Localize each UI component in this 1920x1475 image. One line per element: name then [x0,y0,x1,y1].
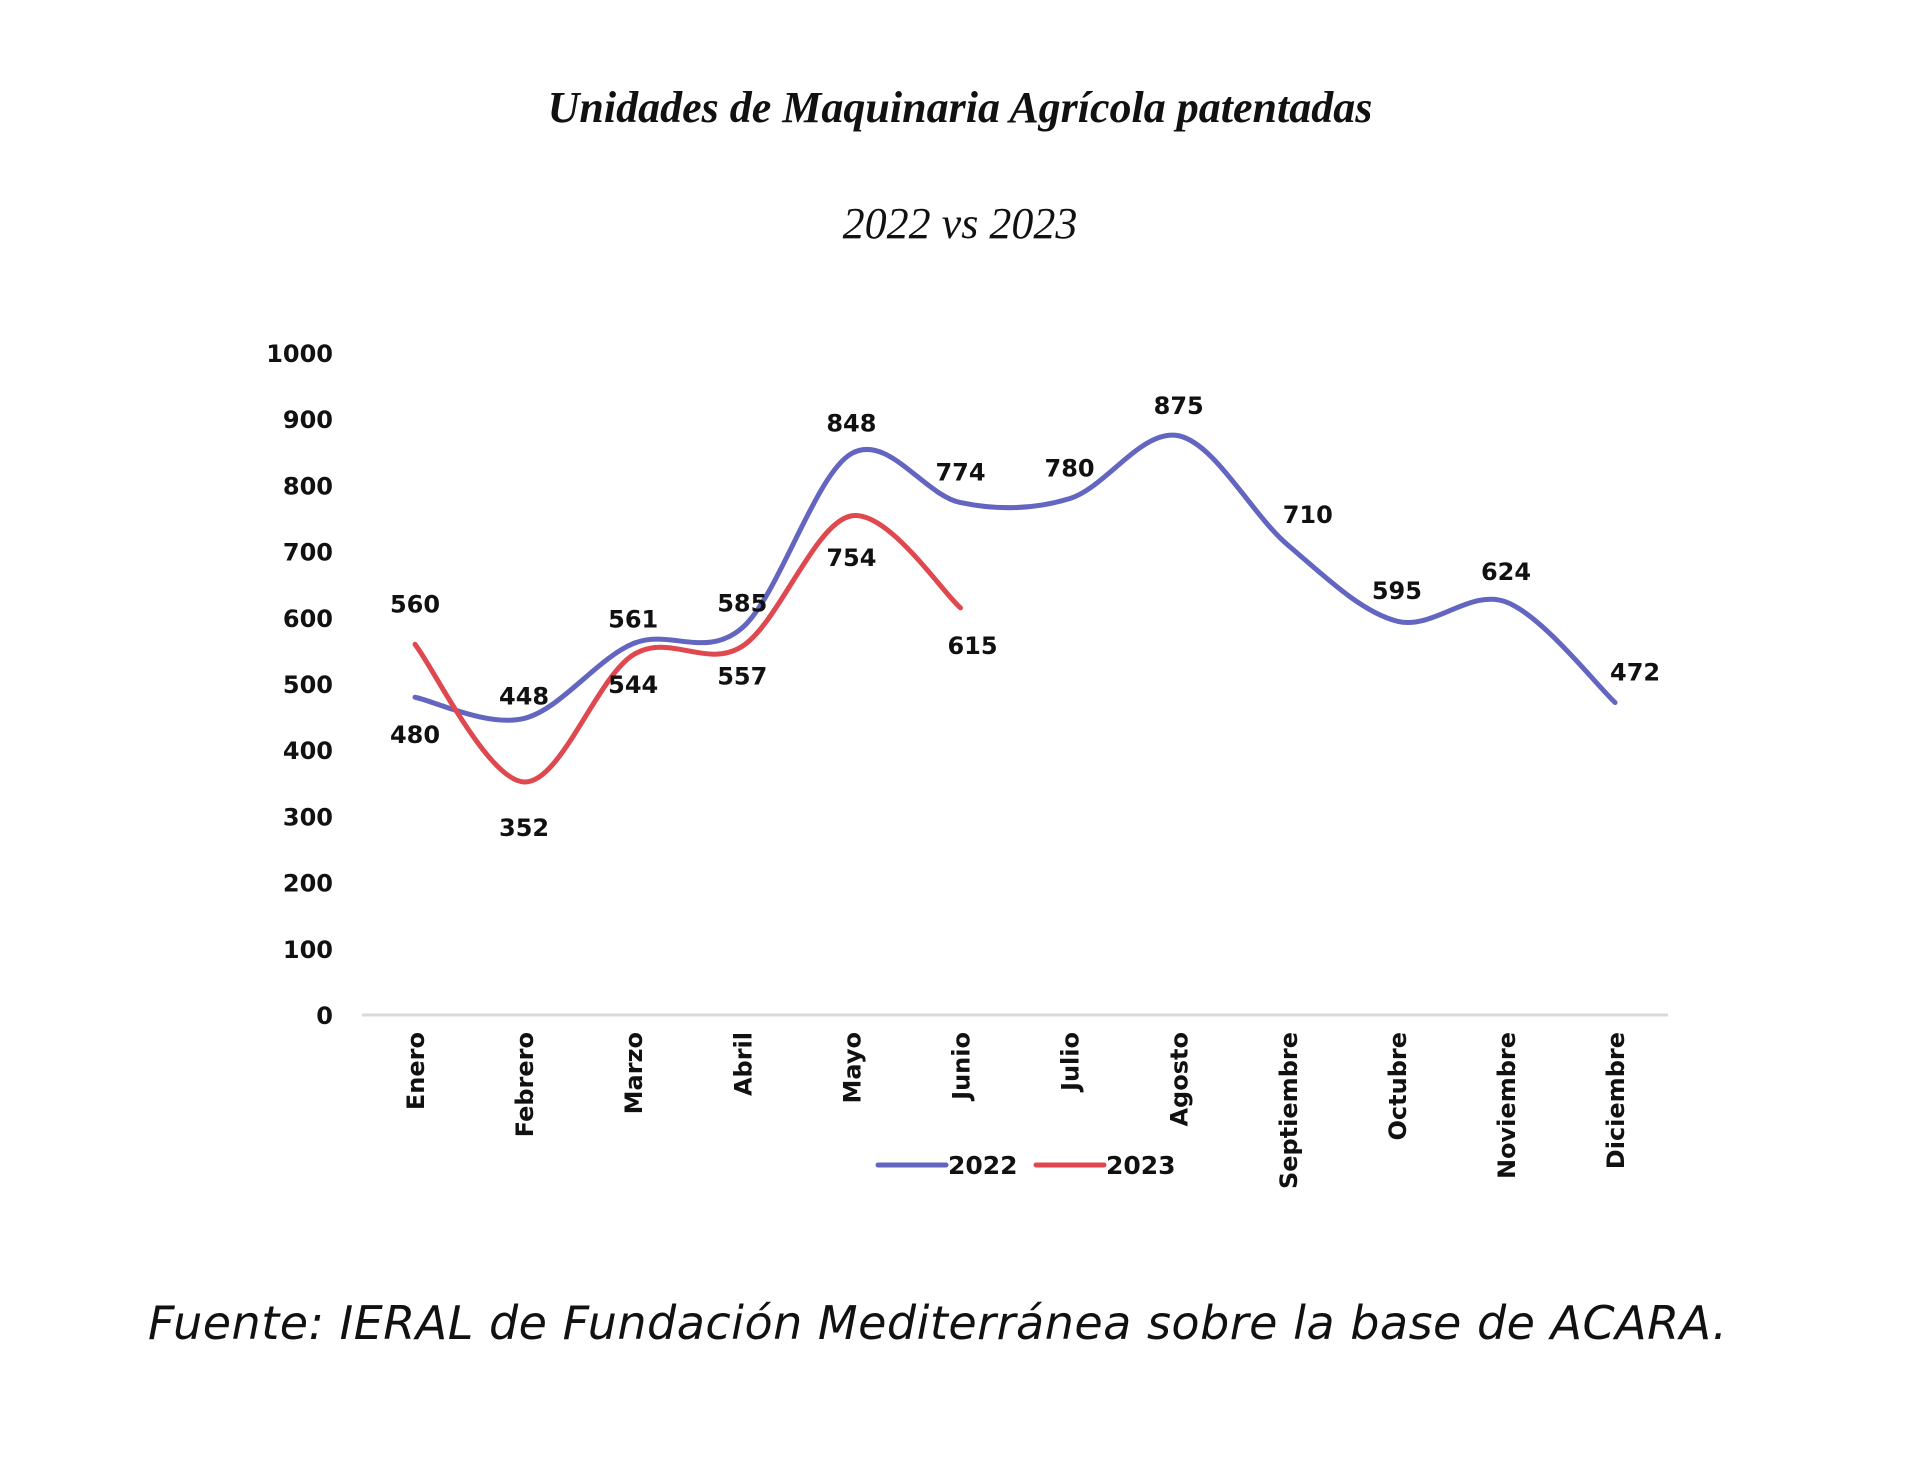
y-tick-label: 100 [283,936,333,964]
x-tick-label: Agosto [1166,1032,1194,1127]
chart-subtitle: 2022 vs 2023 [842,199,1078,248]
x-tick-label: Enero [402,1032,430,1110]
legend-label-2023: 2023 [1106,1151,1176,1180]
data-label-2022: 472 [1610,659,1660,687]
x-tick-label: Febrero [511,1032,539,1137]
data-label-2022: 624 [1481,558,1531,586]
data-label-2022: 561 [608,606,658,634]
legend-label-2022: 2022 [948,1151,1018,1180]
y-axis: 0 100 200 300 400 500 600 700 800 900 1000 [266,340,333,1030]
x-tick-label: Mayo [838,1032,866,1103]
line-chart: 0 100 200 300 400 500 600 700 800 900 1000 Enero Fe… [266,340,1668,1189]
chart-title: Unidades de Maquinaria Agrícola patentad… [547,83,1373,132]
data-label-2022: 595 [1372,577,1422,605]
x-tick-label: Octubre [1384,1032,1412,1140]
data-label-2022: 780 [1045,455,1095,483]
data-label-2022: 480 [390,721,440,749]
data-label-2023: 615 [947,632,997,660]
data-label-2023: 557 [717,662,767,690]
series-lines [412,432,1618,785]
data-label-2023: 352 [499,814,549,842]
data-label-2022: 774 [935,459,985,487]
data-label-2022: 710 [1283,501,1333,529]
data-labels: 480 448 561 585 848 774 780 875 710 595 624 472 560 3… [390,392,1660,842]
legend: 2022 2023 [875,1151,1176,1180]
data-label-2023: 754 [826,544,876,572]
data-label-2022: 585 [717,590,767,618]
y-tick-label: 400 [283,737,333,765]
y-tick-label: 500 [283,671,333,699]
y-tick-label: 700 [283,539,333,567]
x-tick-label: Septiembre [1275,1032,1303,1189]
data-label-2022: 875 [1154,392,1204,420]
data-label-2023: 544 [608,671,658,699]
x-tick-label: Noviembre [1493,1032,1521,1179]
source-note: Fuente: IERAL de Fundación Mediterránea … [148,1296,1728,1350]
y-tick-label: 300 [283,803,333,831]
y-tick-label: 600 [283,605,333,633]
y-tick-label: 900 [283,406,333,434]
x-tick-label: Marzo [620,1032,648,1114]
x-tick-label: Junio [948,1032,976,1102]
y-tick-label: 800 [283,472,333,500]
data-label-2023: 560 [390,590,440,618]
y-tick-label: 1000 [266,340,333,368]
x-tick-label: Diciembre [1602,1032,1630,1169]
y-tick-label: 0 [316,1002,333,1030]
series-line-2023 [412,513,963,785]
data-label-2022: 848 [826,410,876,438]
data-label-2022: 448 [499,682,549,710]
x-tick-label: Abril [729,1032,757,1096]
series-line-2022 [412,432,1618,723]
x-tick-label: Julio [1057,1032,1085,1093]
x-axis: Enero Febrero Marzo Abril Mayo Junio Julio Agos… [402,1032,1630,1189]
y-tick-label: 200 [283,870,333,898]
